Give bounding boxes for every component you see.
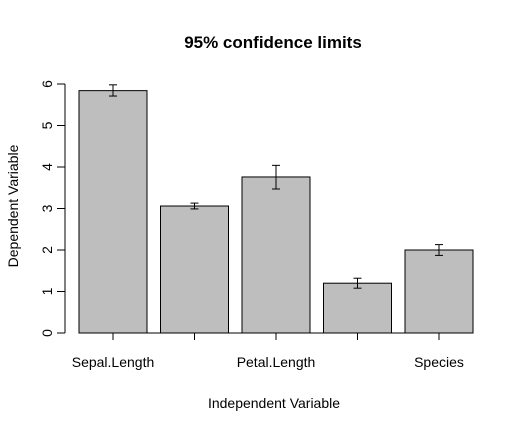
y-tick-label-4: 4 xyxy=(39,163,55,171)
bar-3 xyxy=(323,282,392,334)
bar-2 xyxy=(241,176,311,334)
x-axis-label: Independent Variable xyxy=(208,395,340,411)
y-axis-label: Dependent Variable xyxy=(5,144,21,267)
x-tick-label-0: Sepal.Length xyxy=(72,354,155,370)
bar-0 xyxy=(78,90,148,334)
y-tick-label-6: 6 xyxy=(39,80,55,88)
bar-1 xyxy=(160,205,229,334)
y-axis: 0 1 2 3 4 5 6 xyxy=(39,80,66,337)
chart-title: 95% confidence limits xyxy=(184,33,362,52)
y-tick-label-0: 0 xyxy=(39,329,55,337)
error-bars xyxy=(109,84,443,289)
y-tick-label-1: 1 xyxy=(39,287,55,295)
x-tick-label-2: Petal.Length xyxy=(237,354,316,370)
x-tick-label-4: Species xyxy=(414,354,464,370)
bars xyxy=(78,90,474,334)
y-tick-label-2: 2 xyxy=(39,246,55,254)
x-axis: Sepal.Length Petal.Length Species xyxy=(72,332,464,370)
y-tick-label-3: 3 xyxy=(39,204,55,212)
bar-4 xyxy=(404,249,474,334)
y-tick-label-5: 5 xyxy=(39,121,55,129)
